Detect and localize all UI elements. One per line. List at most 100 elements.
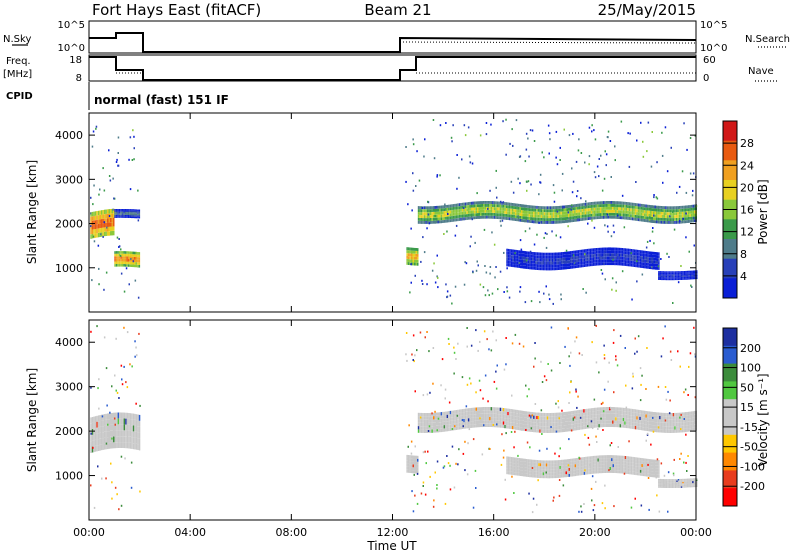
band-cell xyxy=(579,261,581,265)
band-cell xyxy=(539,475,542,479)
band-cell xyxy=(666,206,669,210)
band-cell xyxy=(653,266,655,270)
band-cell xyxy=(449,417,452,421)
band-cell xyxy=(132,251,134,255)
band-cell xyxy=(545,206,547,210)
band-cell xyxy=(557,429,559,433)
colorbar-swatch xyxy=(723,121,737,142)
speckle xyxy=(649,216,651,219)
band-cell xyxy=(662,482,665,484)
speckle xyxy=(555,130,558,133)
band-cell xyxy=(615,262,618,266)
band-cell xyxy=(129,210,131,213)
band-cell xyxy=(656,459,658,463)
band-cell xyxy=(429,419,432,423)
band-cell xyxy=(633,211,635,215)
band-cell xyxy=(134,431,136,438)
band-cell xyxy=(464,422,467,426)
band-cell xyxy=(535,465,537,469)
band-cell xyxy=(523,253,525,257)
band-cell xyxy=(575,212,578,216)
band-cell xyxy=(602,417,605,421)
band-cell xyxy=(600,259,602,263)
band-cell xyxy=(537,416,540,420)
band-cell xyxy=(118,251,121,254)
band-cell xyxy=(566,415,568,419)
band-cell xyxy=(523,473,525,477)
band-cell xyxy=(676,271,678,273)
band-cell xyxy=(114,258,116,262)
band-cell xyxy=(683,211,685,215)
band-cell xyxy=(495,424,497,428)
band-cell xyxy=(617,464,619,468)
band-cell xyxy=(545,475,548,479)
band-cell xyxy=(607,413,609,417)
band-cell xyxy=(545,264,548,268)
band-cell xyxy=(564,474,566,478)
band-cell xyxy=(622,210,625,214)
band-cell xyxy=(587,205,590,209)
band-cell xyxy=(588,459,590,463)
band-cell xyxy=(557,469,560,472)
band-cell xyxy=(639,472,642,476)
band-cell xyxy=(481,207,483,210)
band-cell xyxy=(522,417,524,421)
band-cell xyxy=(573,473,575,477)
band-cell xyxy=(509,257,511,261)
band-cell xyxy=(460,211,462,215)
band-cell xyxy=(409,256,411,260)
speckle xyxy=(558,479,561,481)
band-cell xyxy=(504,210,506,214)
band-cell xyxy=(647,254,649,257)
band-cell xyxy=(512,258,514,262)
band-cell xyxy=(437,208,439,212)
band-cell xyxy=(129,442,132,449)
speckle xyxy=(431,269,434,272)
band-cell xyxy=(624,464,627,468)
speckle xyxy=(615,281,617,284)
band-cell xyxy=(412,470,414,474)
band-cell xyxy=(524,216,526,220)
band-cell xyxy=(632,471,634,475)
band-cell xyxy=(433,426,435,430)
speckle xyxy=(553,191,556,194)
band-cell xyxy=(423,413,426,417)
band-cell xyxy=(557,474,560,478)
band-cell xyxy=(630,254,633,258)
band-cell xyxy=(645,262,648,266)
band-cell xyxy=(586,217,588,221)
band-cell xyxy=(539,252,542,256)
band-cell xyxy=(530,260,533,264)
band-cell xyxy=(496,414,499,418)
band-cell xyxy=(532,468,534,472)
band-cell xyxy=(638,466,640,470)
band-cell xyxy=(650,414,652,419)
band-cell xyxy=(539,463,542,467)
band-cell xyxy=(576,458,578,461)
band-cell xyxy=(669,209,672,213)
band-cell xyxy=(412,461,414,465)
speckle xyxy=(113,197,116,200)
band-cell xyxy=(568,462,570,465)
band-cell xyxy=(633,422,635,426)
band-cell xyxy=(426,413,429,417)
colorbar-tick-label: 8 xyxy=(740,248,747,261)
band-cell xyxy=(508,214,511,218)
band-cell xyxy=(131,425,133,432)
band-cell xyxy=(473,424,476,428)
speckle xyxy=(567,225,569,228)
band-cell xyxy=(119,442,121,448)
band-cell xyxy=(559,255,561,259)
band-cell xyxy=(472,407,474,411)
band-cell xyxy=(649,473,651,477)
band-cell xyxy=(664,277,666,279)
band-cell xyxy=(519,207,521,210)
band-cell xyxy=(414,467,416,471)
band-cell xyxy=(609,259,611,263)
band-cell xyxy=(610,212,612,216)
band-cell xyxy=(551,264,554,268)
speckle xyxy=(410,281,412,284)
band-cell xyxy=(615,256,618,260)
band-cell xyxy=(458,209,461,212)
band-cell xyxy=(463,412,465,416)
